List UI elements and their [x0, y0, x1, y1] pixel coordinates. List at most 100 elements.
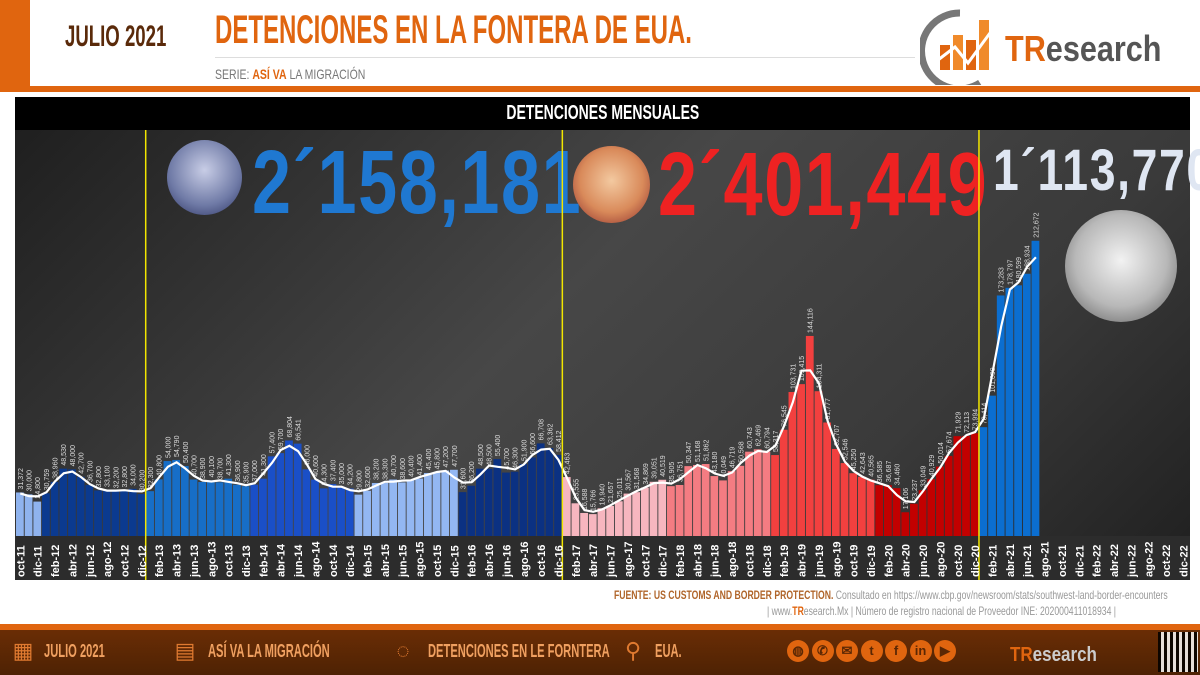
data-label: 40,600 — [313, 455, 320, 477]
source-url: Consultado en https://www.cbp.gov/newsro… — [835, 588, 1168, 602]
bar — [805, 335, 814, 536]
bar — [719, 480, 727, 536]
data-label: 39,051 — [651, 457, 658, 479]
whatsapp-icon[interactable]: ✆ — [811, 640, 834, 662]
email-icon[interactable]: ✉ — [836, 640, 858, 662]
x-axis-band — [15, 536, 1190, 580]
bar — [328, 484, 337, 536]
data-label: 60,794 — [764, 427, 771, 449]
data-label: 188,934 — [1025, 245, 1032, 270]
x-tick-label: abr-20 — [901, 544, 913, 577]
data-label: 54,000 — [165, 437, 172, 459]
data-label: 46,300 — [513, 447, 520, 469]
data-label: 45,700 — [504, 448, 511, 470]
data-label: 103,731 — [790, 364, 797, 389]
bar — [267, 456, 276, 536]
bar — [206, 480, 215, 536]
data-label: 35,900 — [244, 462, 251, 484]
twitter-icon[interactable]: t — [860, 640, 883, 662]
x-tick-label: abr-17 — [588, 544, 600, 577]
x-tick-label: jun-21 — [1022, 545, 1034, 578]
data-label: 34,460 — [895, 464, 902, 486]
data-label: 35,905 — [669, 462, 676, 484]
bar — [580, 512, 588, 536]
bar — [545, 448, 554, 536]
data-label: 40,700 — [191, 455, 198, 477]
data-label: 81,777 — [825, 398, 832, 420]
data-label: 30,759 — [44, 469, 51, 491]
bar — [180, 466, 189, 536]
bar — [293, 443, 302, 536]
bar — [849, 473, 858, 536]
footer-item-series: ASÍ VA LA MIGRACIÓN — [208, 641, 330, 661]
data-label: 71,929 — [955, 412, 962, 434]
series-subtitle: SERIE: ASÍ VA LA MIGRACIÓN — [215, 66, 365, 82]
linkedin-icon[interactable]: in — [909, 640, 932, 662]
tresearch-logo-icon — [920, 9, 992, 85]
x-tick-label: ago-14 — [310, 541, 322, 577]
x-tick-label: oct-11 — [15, 545, 27, 577]
data-label: 66,708 — [539, 419, 546, 441]
bar — [137, 494, 146, 536]
data-label: 38,600 — [400, 458, 407, 480]
bar — [866, 479, 875, 536]
serie-rest: LA MIGRACIÓN — [289, 66, 366, 82]
data-label: 51,168 — [695, 440, 702, 462]
data-label: 47,700 — [452, 445, 459, 467]
x-tick-label: oct-18 — [744, 545, 756, 577]
x-tick-label: oct-20 — [953, 545, 965, 577]
x-tick-label: abr-12 — [67, 544, 79, 577]
bar — [684, 466, 693, 536]
data-label: 40,100 — [209, 456, 216, 478]
data-label: 73,994 — [973, 409, 980, 431]
bar — [875, 485, 884, 536]
x-tick-label: ago-21 — [1040, 542, 1052, 577]
data-label: 32,200 — [113, 467, 120, 489]
bar — [892, 488, 901, 536]
data-label: 32,300 — [148, 467, 155, 489]
x-tick-label: dic-14 — [345, 544, 357, 577]
x-tick-label: dic-16 — [554, 545, 566, 577]
x-tick-label: ago-20 — [935, 542, 947, 577]
bar — [996, 295, 1005, 536]
qr-code[interactable] — [1158, 632, 1198, 672]
bar — [510, 471, 519, 536]
bar — [710, 476, 719, 536]
data-label: 24,800 — [35, 477, 42, 499]
bar — [649, 481, 658, 536]
data-label: 31,600 — [461, 468, 468, 490]
globe-icon[interactable]: ◍ — [787, 640, 809, 662]
registry-number: | Número de registro nacional de Proveed… — [850, 604, 1117, 618]
data-label: 50,400 — [183, 442, 190, 464]
chart-title-bar: DETENCIONES MENSUALES — [15, 97, 1190, 130]
data-label: 34,200 — [348, 464, 355, 486]
data-label: 38,700 — [217, 458, 224, 480]
data-label: 25,011 — [617, 477, 624, 498]
data-label: 41,400 — [417, 454, 424, 476]
youtube-icon[interactable]: ▶ — [934, 640, 956, 662]
x-tick-label: abr-15 — [380, 544, 392, 577]
footer-item-date: JULIO 2021 — [44, 641, 105, 661]
facebook-icon[interactable]: f — [885, 640, 907, 662]
data-label: 38,960 — [53, 457, 60, 479]
bar — [823, 422, 832, 536]
x-tick-label: jun-13 — [189, 545, 201, 578]
bar — [693, 464, 701, 536]
data-label: 36,200 — [469, 461, 476, 483]
data-label: 34,869 — [643, 463, 650, 485]
bar — [528, 457, 536, 536]
bar — [380, 482, 389, 536]
x-tick-label: feb-15 — [363, 545, 375, 577]
bar — [918, 490, 927, 536]
data-label: 17,106 — [903, 488, 910, 510]
footer-item-country: EUA. — [655, 641, 682, 661]
bar — [450, 469, 458, 536]
x-tick-label: oct-17 — [640, 545, 652, 577]
bar — [432, 472, 441, 536]
bar — [423, 472, 432, 536]
bar — [753, 449, 762, 536]
data-label: 37,000 — [252, 460, 259, 482]
bar — [233, 484, 241, 536]
data-label: 62,469 — [756, 425, 763, 447]
